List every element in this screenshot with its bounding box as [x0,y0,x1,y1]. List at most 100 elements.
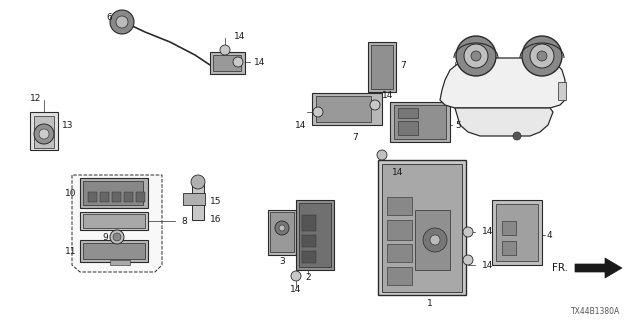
Bar [80,212,148,230]
Text: 14: 14 [382,91,394,100]
Text: 14: 14 [392,167,403,177]
Bar [213,55,241,71]
Circle shape [530,44,554,68]
Circle shape [313,107,323,117]
Text: 3: 3 [279,258,285,267]
Bar [268,210,296,255]
Bar [502,221,516,235]
Bar [124,192,133,202]
Bar [387,267,412,285]
Polygon shape [575,258,622,278]
Bar [30,112,58,150]
Circle shape [471,51,481,61]
Bar [302,215,316,231]
Text: 1: 1 [427,299,433,308]
Bar [34,116,54,148]
Circle shape [191,175,205,189]
Text: 6: 6 [106,12,112,21]
Bar [110,260,130,265]
Bar [80,178,148,208]
Circle shape [513,132,521,140]
Bar [83,243,145,259]
Text: 2: 2 [305,273,311,282]
Bar [302,235,316,247]
Bar [387,244,412,262]
Bar [312,93,382,125]
Text: 9: 9 [102,233,108,242]
Bar [302,251,316,263]
Text: 12: 12 [30,93,42,102]
Circle shape [220,45,230,55]
Circle shape [464,44,488,68]
Circle shape [463,255,473,265]
Bar [136,192,145,202]
Circle shape [233,57,243,67]
Bar [502,241,516,255]
Circle shape [279,225,285,231]
Bar [183,193,205,205]
Text: FR.: FR. [552,263,568,273]
Bar [83,181,143,205]
Circle shape [110,230,124,244]
Bar [316,96,371,122]
Circle shape [116,16,128,28]
Text: 7: 7 [352,132,358,141]
Text: 4: 4 [547,230,552,239]
Bar [368,42,396,92]
Text: 13: 13 [62,121,74,130]
Polygon shape [495,110,540,129]
Circle shape [370,100,380,110]
Text: 14: 14 [291,285,301,294]
Circle shape [377,150,387,160]
Text: 14: 14 [294,121,306,130]
Circle shape [275,221,289,235]
Text: 5: 5 [455,121,461,130]
Polygon shape [72,175,162,272]
Bar [390,102,450,142]
Circle shape [430,235,440,245]
Bar [394,105,446,139]
Circle shape [39,129,49,139]
Circle shape [34,124,54,144]
Circle shape [423,228,447,252]
Text: 10: 10 [65,188,76,197]
Bar [100,192,109,202]
Bar [192,182,204,220]
Polygon shape [455,108,553,136]
Bar [492,200,542,265]
Circle shape [291,271,301,281]
Circle shape [463,227,473,237]
Bar [80,240,148,262]
Bar [496,204,538,261]
Circle shape [522,36,562,76]
Bar [270,212,294,252]
Text: 11: 11 [65,247,76,257]
Bar [296,200,334,270]
Text: 14: 14 [482,228,493,236]
Circle shape [110,10,134,34]
Text: 14: 14 [482,260,493,269]
Bar [112,192,121,202]
Circle shape [537,51,547,61]
Bar [398,108,418,118]
Text: 14: 14 [234,31,245,41]
Bar [415,210,450,270]
Text: 15: 15 [210,197,221,206]
Bar [387,220,412,240]
Text: 7: 7 [400,60,406,69]
Text: TX44B1380A: TX44B1380A [571,308,620,316]
Bar [210,52,245,74]
Polygon shape [440,58,565,108]
Text: 14: 14 [254,58,266,67]
Bar [88,192,97,202]
Bar [382,164,462,292]
Polygon shape [462,110,492,129]
Bar [387,197,412,215]
Bar [299,203,331,267]
Bar [371,45,393,89]
Text: 16: 16 [210,215,221,225]
Bar [378,160,466,295]
Bar [398,121,418,135]
Bar [83,214,145,228]
Bar [558,82,566,100]
